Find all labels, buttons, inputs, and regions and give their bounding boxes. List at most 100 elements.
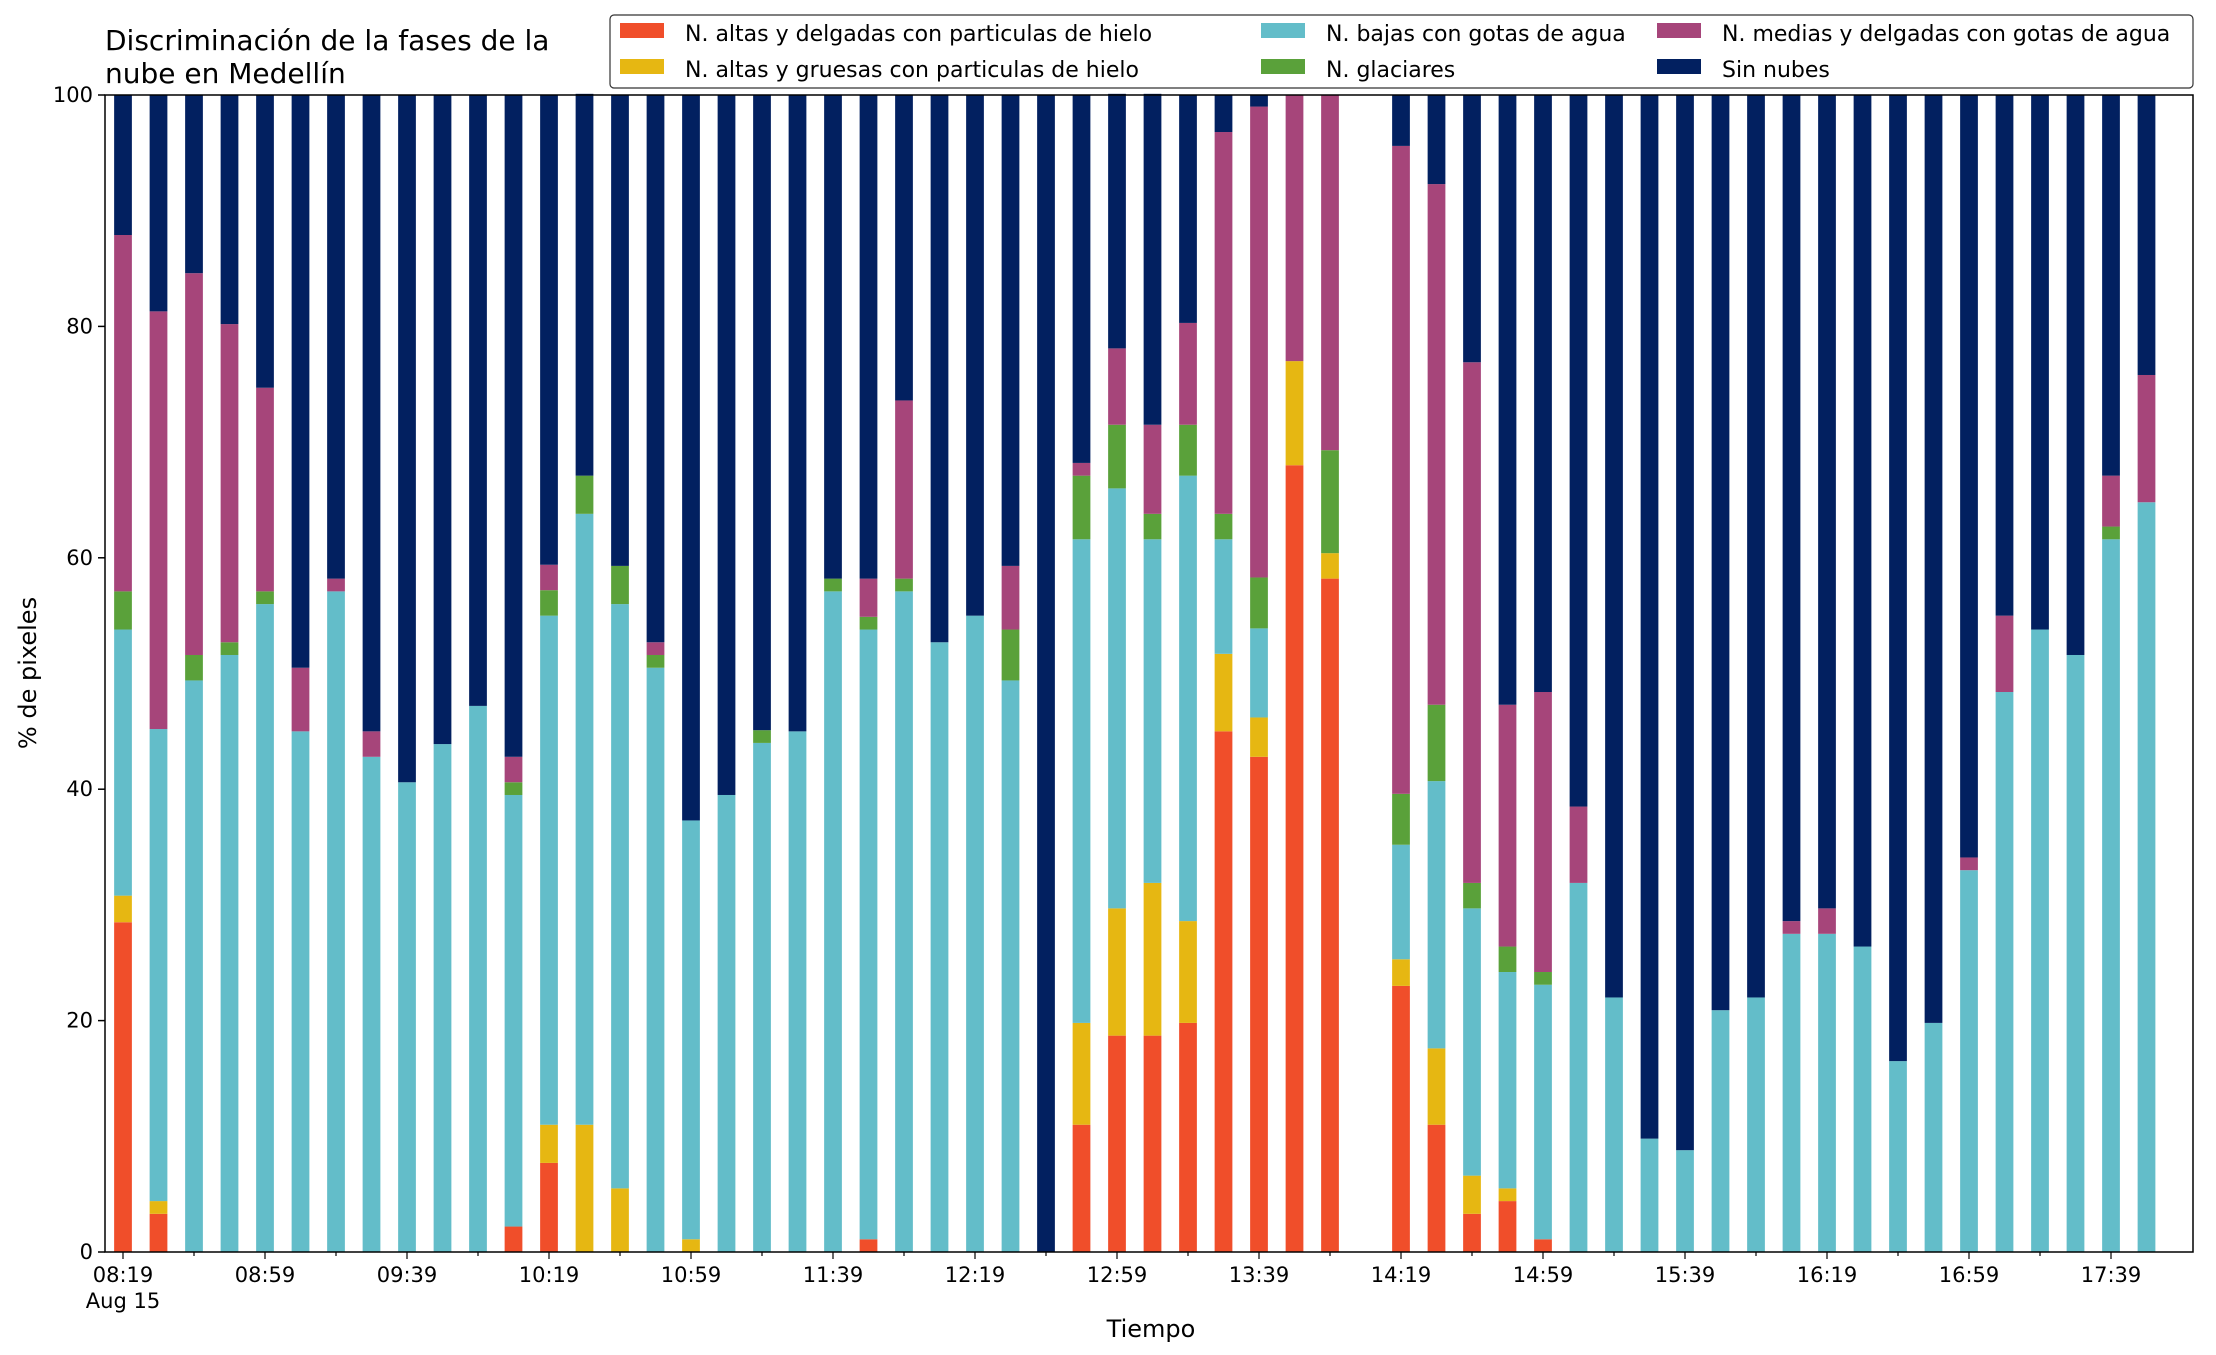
bar-segment bbox=[1072, 1124, 1091, 1252]
bar-segment bbox=[824, 95, 842, 579]
bar-segment bbox=[1995, 615, 2014, 693]
x-tick-label: 08:19 bbox=[93, 1263, 154, 1287]
bar-segment bbox=[1995, 692, 2014, 1252]
bar-segment bbox=[788, 95, 807, 732]
bar-segment bbox=[1818, 95, 1836, 909]
bar-segment bbox=[2137, 95, 2156, 375]
bar-segment bbox=[1782, 933, 1801, 1252]
bar-segment bbox=[256, 387, 274, 592]
bar-segment bbox=[2137, 374, 2156, 503]
bar-segment bbox=[149, 1213, 168, 1252]
x-tick-label: 13:39 bbox=[1229, 1263, 1290, 1287]
bar-segment bbox=[2102, 475, 2120, 527]
bar-segment bbox=[1179, 322, 1197, 425]
bar-segment bbox=[291, 667, 310, 732]
bar-segment bbox=[682, 820, 700, 1240]
bar-segment bbox=[1463, 362, 1481, 883]
bar-segment bbox=[1072, 475, 1091, 540]
bar-segment bbox=[469, 705, 487, 1252]
legend-label: N. medias y delgadas con gotas de agua bbox=[1722, 22, 2170, 47]
bar-segment bbox=[220, 642, 239, 655]
bar-segment bbox=[1001, 565, 1020, 630]
bar-segment bbox=[575, 513, 594, 1125]
bar-segment bbox=[185, 654, 203, 681]
x-axis-label: Tiempo bbox=[1106, 1315, 1196, 1343]
bar-segment bbox=[1108, 1035, 1126, 1252]
bar-segment bbox=[1534, 984, 1552, 1240]
bar-segment bbox=[1285, 465, 1304, 1252]
bar-segment bbox=[185, 95, 203, 274]
bar-segment bbox=[575, 93, 594, 476]
bar-segment bbox=[362, 95, 381, 732]
bar-segment bbox=[575, 1124, 594, 1252]
x-tick-label: 08:59 bbox=[235, 1263, 296, 1287]
bar-segment bbox=[1072, 1022, 1091, 1125]
bar-segment bbox=[1179, 95, 1197, 323]
legend-swatch bbox=[1657, 23, 1701, 38]
bar-segment bbox=[646, 667, 665, 1252]
bar-segment bbox=[1214, 513, 1233, 540]
bar-segment bbox=[1143, 539, 1162, 883]
bar-segment bbox=[2102, 539, 2120, 1252]
bar-segment bbox=[611, 604, 629, 1189]
bar-segment bbox=[1250, 106, 1268, 578]
bar-segment bbox=[1037, 95, 1055, 1252]
bar-segment bbox=[114, 895, 132, 923]
bar-segment bbox=[504, 756, 523, 783]
bar-segment bbox=[1250, 577, 1268, 629]
bar-segment bbox=[1782, 921, 1801, 934]
bar-segment bbox=[1392, 959, 1410, 986]
legend-swatch bbox=[1261, 23, 1305, 38]
bar-segment bbox=[1427, 781, 1446, 1049]
bar-segment bbox=[149, 95, 168, 312]
bar-segment bbox=[1108, 908, 1126, 1036]
bar-segment bbox=[1179, 1022, 1197, 1252]
bar-segment bbox=[1498, 95, 1517, 705]
bar-segment bbox=[256, 95, 274, 388]
bar-segment bbox=[469, 95, 487, 706]
bar-segment bbox=[1214, 95, 1233, 133]
bar-segment bbox=[149, 1201, 168, 1214]
bar-segment bbox=[2102, 526, 2120, 540]
bar-segment bbox=[1179, 424, 1197, 476]
legend-label: N. bajas con gotas de agua bbox=[1326, 22, 1626, 47]
bar-segment bbox=[291, 731, 310, 1252]
bar-segment bbox=[1392, 844, 1410, 960]
bar-segment bbox=[966, 95, 984, 616]
bar-segment bbox=[1392, 793, 1410, 845]
bar-segment bbox=[1853, 95, 1872, 947]
bar-segment bbox=[1960, 95, 1978, 858]
bar-segment bbox=[1534, 95, 1552, 693]
x-tick-label: 11:39 bbox=[803, 1263, 864, 1287]
bar-segment bbox=[1143, 513, 1162, 540]
bar-segment bbox=[1960, 870, 1978, 1252]
bars-group bbox=[114, 93, 2156, 1252]
x-tick-label: 16:19 bbox=[1797, 1263, 1858, 1287]
legend-swatch bbox=[620, 59, 664, 74]
bar-segment bbox=[1605, 997, 1623, 1252]
bar-segment bbox=[398, 782, 416, 1252]
bar-segment bbox=[114, 591, 132, 630]
y-axis: 0 20 40 60 80 100 bbox=[53, 83, 105, 1264]
bar-segment bbox=[646, 642, 665, 655]
bar-segment bbox=[1782, 95, 1801, 922]
x-date-label: Aug 15 bbox=[86, 1289, 160, 1313]
bar-segment bbox=[859, 95, 878, 579]
bar-segment bbox=[1889, 95, 1907, 1062]
bar-segment bbox=[1463, 95, 1481, 363]
bar-segment bbox=[1427, 184, 1446, 705]
bar-segment bbox=[859, 616, 878, 630]
bar-segment bbox=[1498, 972, 1517, 1189]
bar-segment bbox=[1427, 95, 1446, 185]
y-tick-label: 20 bbox=[66, 1009, 93, 1033]
bar-segment bbox=[433, 744, 452, 1252]
bar-segment bbox=[291, 95, 310, 668]
bar-segment bbox=[1498, 1201, 1517, 1252]
bar-segment bbox=[1747, 997, 1765, 1252]
x-tick-label: 17:39 bbox=[2081, 1263, 2142, 1287]
legend-box bbox=[609, 14, 2194, 89]
bar-segment bbox=[824, 578, 842, 592]
bar-segment bbox=[504, 1226, 523, 1252]
bar-segment bbox=[859, 629, 878, 1240]
